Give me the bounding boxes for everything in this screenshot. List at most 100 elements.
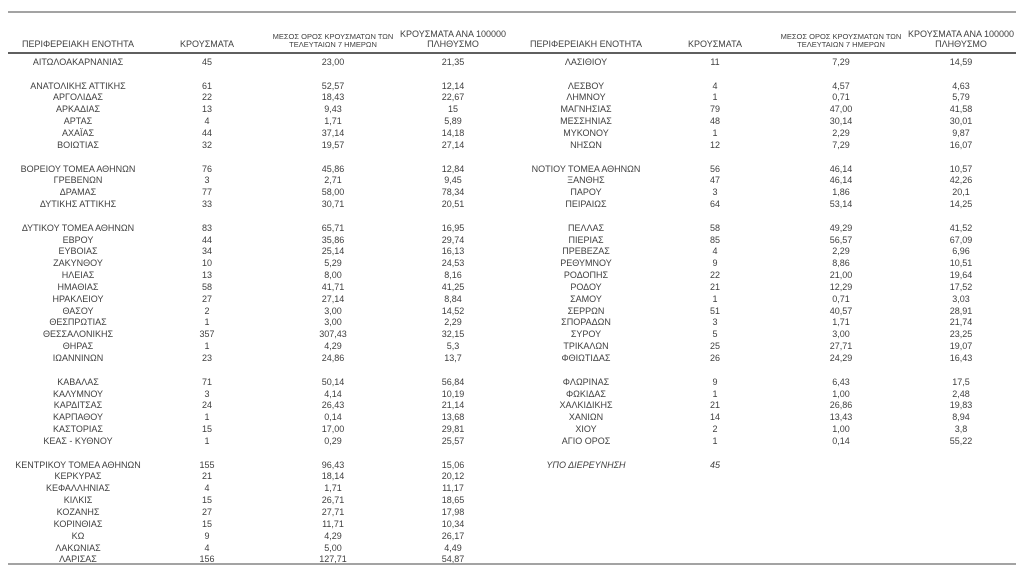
table-row: ΠΡΕΒΕΖΑΣ 4 2,29 6,96: [516, 246, 1014, 258]
region-name: ΑΙΤΩΛΟΑΚΑΡΝΑΝΙΑΣ: [32, 56, 124, 67]
per100k-value: 20,1: [952, 187, 970, 198]
region-name: ΚΑΛΥΜΝΟΥ: [52, 388, 104, 399]
region-name: ΚΑΣΤΟΡΙΑΣ: [53, 424, 103, 435]
per100k-value: 15: [447, 104, 458, 115]
cases-value: 4: [712, 246, 718, 257]
avg7-value: 1,71: [324, 483, 342, 494]
avg7-value: 3,00: [832, 329, 850, 340]
cases-value: 13: [201, 270, 212, 281]
cases-value: 13: [201, 104, 212, 115]
column-header-line: ΚΡΟΥΣΜΑΤΑ ΑΝΑ 100000: [908, 29, 1014, 39]
region-name: ΠΑΡΟΥ: [570, 187, 602, 198]
table-row: ΣΠΟΡΑΔΩΝ 3 1,71 21,74: [516, 317, 1014, 329]
cases-value: 1: [204, 341, 210, 352]
table-row: ΚΑΡΠΑΘΟΥ 1 0,14 13,68: [8, 411, 506, 423]
avg7-value: 24,86: [321, 353, 345, 364]
column-header-line: ΚΡΟΥΣΜΑΤΑ ΑΝΑ 100000: [400, 29, 506, 39]
table-row: ΑΡΤΑΣ 4 1,71 5,89: [8, 115, 506, 127]
table-row: ΘΕΣΠΡΩΤΙΑΣ 1 3,00 2,29: [8, 317, 506, 329]
cases-value: 21: [201, 471, 212, 482]
table-row: ΔΥΤΙΚΟΥ ΤΟΜΕΑ ΑΘΗΝΩΝ 83 65,71 16,95: [8, 222, 506, 234]
avg7-value: 13,43: [829, 412, 853, 423]
table-body: ΑΙΤΩΛΟΑΚΑΡΝΑΝΙΑΣ 45 23,00 21,35 ΑΝΑΤΟΛΙΚΗΣ Α…: [8, 56, 506, 565]
region-name: ΣΠΟΡΑΔΩΝ: [561, 317, 611, 328]
table-row: ΡΟΔΟΠΗΣ 22 21,00 19,64: [516, 269, 1014, 281]
avg7-value: 3,00: [324, 317, 342, 328]
avg7-value: 27,14: [321, 293, 345, 304]
cases-value: 4: [204, 483, 210, 494]
per100k-value: 54,87: [441, 554, 465, 565]
cases-value: 48: [709, 116, 720, 127]
region-name: ΧΙΟΥ: [575, 424, 597, 435]
cases-value: 3: [204, 175, 210, 186]
region-name: ΖΑΚΥΝΘΟΥ: [53, 258, 103, 269]
spacer-row: [516, 210, 1014, 222]
table-row: ΙΩΑΝΝΙΝΩΝ 23 24,86 13,7: [8, 352, 506, 364]
column-header-line: ΜΕΣΟΣ ΟΡΟΣ ΚΡΟΥΣΜΑΤΩΝ ΤΩΝ: [272, 32, 394, 41]
avg7-value: 3,00: [324, 305, 342, 316]
column-header-cases-per-100000: ΚΡΟΥΣΜΑΤΑ ΑΝΑ 100000 ΠΛΗΘΥΣΜΟ: [400, 29, 506, 52]
avg7-value: 1,71: [324, 116, 342, 127]
table-row: ΚΕΡΚΥΡΑΣ 21 18,14 20,12: [8, 471, 506, 483]
region-name: ΠΕΛΛΑΣ: [567, 222, 605, 233]
avg7-value: 47,00: [829, 104, 853, 115]
table-row: ΝΟΤΙΟΥ ΤΟΜΕΑ ΑΘΗΝΩΝ 56 46,14 10,57: [516, 163, 1014, 175]
spacer-row: [516, 364, 1014, 376]
table-row: ΗΜΑΘΙΑΣ 58 41,71 41,25: [8, 281, 506, 293]
avg7-value: 8,00: [324, 270, 342, 281]
region-name: ΕΥΒΟΙΑΣ: [58, 246, 98, 257]
column-header-7day-average: ΜΕΣΟΣ ΟΡΟΣ ΚΡΟΥΣΜΑΤΩΝ ΤΩΝ ΤΕΛΕΥΤΑΙΩΝ 7 ΗΜ…: [774, 33, 908, 52]
per100k-value: 5,79: [952, 92, 970, 103]
region-name: ΠΡΕΒΕΖΑΣ: [562, 246, 610, 257]
avg7-value: 8,86: [832, 258, 850, 269]
per100k-value: 4,63: [952, 80, 970, 91]
cases-value: 15: [201, 424, 212, 435]
per100k-value: 10,34: [441, 518, 465, 529]
avg7-value: 4,14: [324, 388, 342, 399]
table-row: ΡΕΘΥΜΝΟΥ 9 8,86 10,51: [516, 257, 1014, 269]
per100k-value: 26,17: [441, 530, 465, 541]
table-row: ΑΙΤΩΛΟΑΚΑΡΝΑΝΙΑΣ 45 23,00 21,35: [8, 56, 506, 68]
per100k-value: 13,68: [441, 412, 465, 423]
cases-value: 4: [712, 80, 718, 91]
avg7-value: 0,71: [832, 92, 850, 103]
cases-value: 21: [709, 281, 720, 292]
per100k-value: 12,84: [441, 163, 465, 174]
column-header-line: ΚΡΟΥΣΜΑΤΑ: [180, 38, 234, 49]
per100k-value: 20,51: [441, 199, 465, 210]
cases-value: 27: [201, 293, 212, 304]
cases-value: 44: [201, 234, 212, 245]
region-name: ΕΒΡΟΥ: [62, 234, 94, 245]
cases-value: 45: [201, 56, 212, 67]
region-name: ΦΘΙΩΤΙΔΑΣ: [561, 353, 611, 364]
per100k-value: 8,16: [444, 270, 462, 281]
region-name: ΣΑΜΟΥ: [570, 293, 602, 304]
table-row: ΗΡΑΚΛΕΙΟΥ 27 27,14 8,84: [8, 293, 506, 305]
cases-value: 10: [201, 258, 212, 269]
region-name: ΔΥΤΙΚΟΥ ΤΟΜΕΑ ΑΘΗΝΩΝ: [21, 222, 135, 233]
column-header-cases: ΚΡΟΥΣΜΑΤΑ: [656, 39, 774, 53]
cases-value: 77: [201, 187, 212, 198]
regional-table-left: ΠΕΡΙΦΕΡΕΙΑΚΗ ΕΝΟΤΗΤΑ ΚΡΟΥΣΜΑΤΑ ΜΕΣΟΣ ΟΡΟ…: [8, 13, 506, 565]
region-name: ΣΥΡΟΥ: [570, 329, 602, 340]
cases-value: 76: [201, 163, 212, 174]
spacer-row: [516, 447, 1014, 459]
table-row: ΦΛΩΡΙΝΑΣ 9 6,43 17,5: [516, 376, 1014, 388]
column-header-line: ΜΕΣΟΣ ΟΡΟΣ ΚΡΟΥΣΜΑΤΩΝ ΤΩΝ: [780, 32, 902, 41]
region-name: ΦΩΚΙΔΑΣ: [566, 388, 606, 399]
cases-value: 22: [709, 270, 720, 281]
table-row: ΔΡΑΜΑΣ 77 58,00 78,34: [8, 186, 506, 198]
cases-value: 3: [712, 317, 718, 328]
cases-value: 1: [712, 92, 718, 103]
table-row: ΝΗΣΩΝ 12 7,29 16,07: [516, 139, 1014, 151]
region-name: ΓΡΕΒΕΝΩΝ: [53, 175, 103, 186]
table-row: ΚΕΦΑΛΛΗΝΙΑΣ 4 1,71 11,17: [8, 482, 506, 494]
per100k-value: 10,51: [949, 258, 973, 269]
region-name: ΚΕΑΣ - ΚΥΘΝΟΥ: [43, 435, 113, 446]
header-underline-rule: [8, 52, 1016, 54]
cases-value: 27: [201, 506, 212, 517]
region-name: ΑΡΚΑΔΙΑΣ: [55, 104, 101, 115]
avg7-value: 27,71: [321, 506, 345, 517]
per100k-value: 32,15: [441, 329, 465, 340]
avg7-value: 30,14: [829, 116, 853, 127]
